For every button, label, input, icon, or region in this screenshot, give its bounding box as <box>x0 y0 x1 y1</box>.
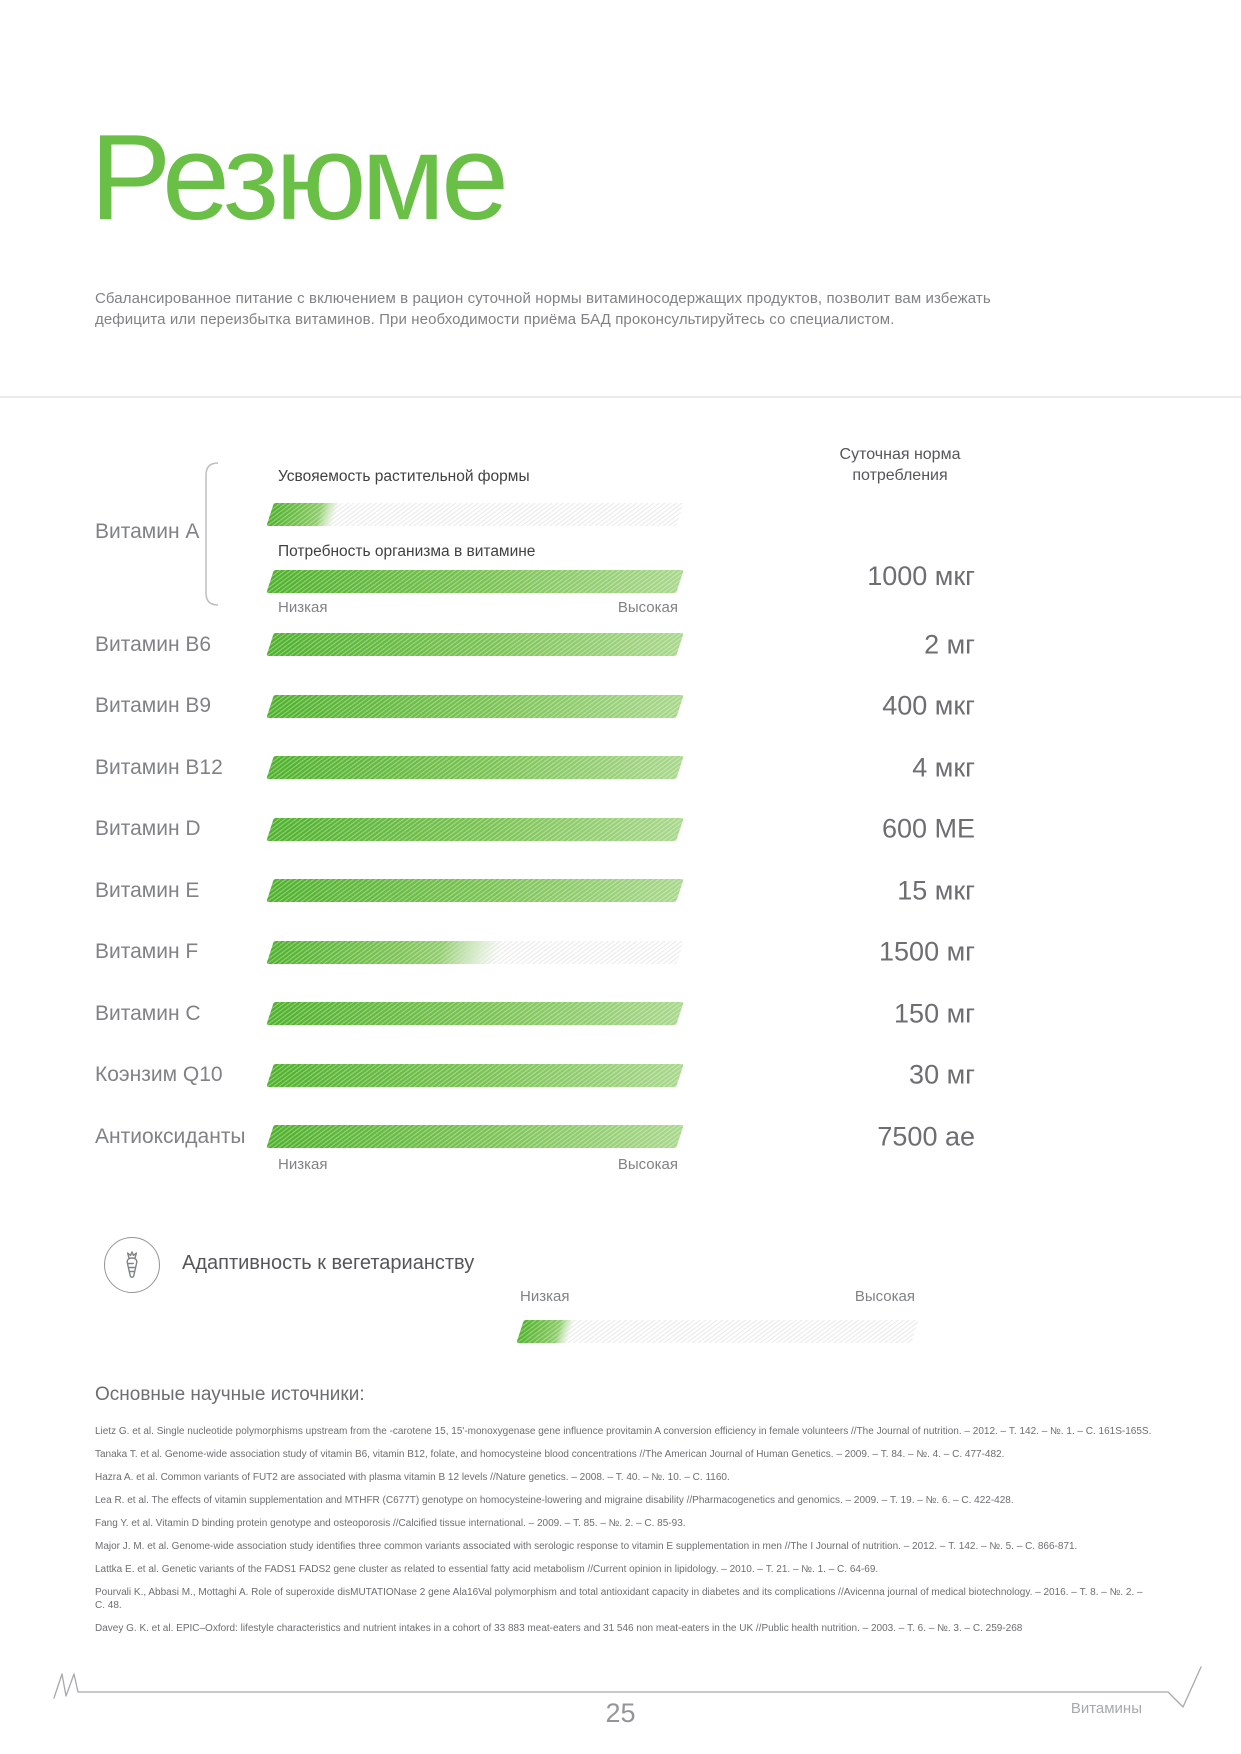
bar-fill <box>266 1125 684 1148</box>
table-row-vitamin-c: Витамин C 150 мг <box>0 998 1241 1028</box>
bar-vitamin-a-absorption <box>266 503 684 526</box>
row-label: Витамин B9 <box>95 694 212 717</box>
daily-norm-vitamin-a: 1000 мкг <box>867 561 975 591</box>
daily-norm-value: 4 мкг <box>912 752 975 782</box>
row-label: Витамин D <box>95 817 201 840</box>
daily-norm-value: 1500 мг <box>879 936 975 967</box>
reference-item: Lea R. et al. The effects of vitamin sup… <box>95 1495 1014 1506</box>
bar-vitamin-d <box>266 817 684 841</box>
scale-labels-vegetarian: Низкая Высокая <box>520 1288 915 1305</box>
bar-fill <box>266 940 504 964</box>
daily-norm-value: 400 мкг <box>882 690 975 721</box>
daily-norm-value: 7500 ае <box>877 1121 975 1151</box>
references-list: Lietz G. et al. Single nucleotide polymo… <box>95 1425 1153 1645</box>
row-label: Витамин C <box>95 1001 201 1025</box>
scale-high-label: Высокая <box>617 1156 678 1173</box>
footer-section-label: Витамины <box>1070 1700 1142 1717</box>
bar-fill <box>266 633 684 656</box>
table-row-vitamin-b6: Витамин B6 2 мг <box>0 629 1241 659</box>
scale-low-label: Низкая <box>278 1156 328 1173</box>
bar-vitamin-f <box>266 940 684 964</box>
bar-vitamin-c <box>266 1002 684 1025</box>
sources-heading: Основные научные источники: <box>95 1384 365 1405</box>
reference-item: Major J. M. et al. Genome-wide associati… <box>95 1541 1078 1552</box>
row-label-vitamin-a: Витамин А <box>95 520 200 543</box>
bar-vegetarian-adaptivity <box>516 1320 919 1343</box>
daily-norm-value: 150 мг <box>894 998 975 1028</box>
table-row-vitamin-e: Витамин E 15 мкг <box>0 875 1241 905</box>
bar-fill <box>266 694 684 718</box>
page-title: Резюме <box>90 109 509 245</box>
reference-item: Tanaka T. et al. Genome-wide association… <box>95 1449 1005 1460</box>
bar-coenzyme-q10 <box>266 1063 684 1087</box>
reference-item: Hazra A. et al. Common variants of FUT2 … <box>95 1472 730 1483</box>
reference-item: Lietz G. et al. Single nucleotide polymo… <box>95 1426 1152 1437</box>
table-row-vitamin-b9: Витамин B9 400 мкг <box>0 691 1241 721</box>
scale-low-label: Низкая <box>520 1288 570 1305</box>
row-label: Витамин B12 <box>95 755 223 779</box>
table-row-vitamin-d: Витамин D 600 МЕ <box>0 814 1241 844</box>
daily-norm-value: 600 МЕ <box>881 813 975 844</box>
table-row-vitamin-f: Витамин F 1500 мг <box>0 937 1241 967</box>
page-number: 25 <box>605 1698 636 1728</box>
section-divider <box>0 396 1241 398</box>
vegetarian-adaptivity-label: Адаптивность к вегетарианству <box>182 1252 475 1274</box>
daily-norm-value: 15 мкг <box>897 875 975 905</box>
bar-vitamin-b12 <box>266 756 684 779</box>
bar-fill <box>266 756 684 779</box>
bar-vitamin-a-need <box>266 570 684 593</box>
row-label: Витамин E <box>95 878 200 902</box>
vegetarian-icon-badge <box>104 1237 160 1293</box>
table-row-coenzyme-q10: Коэнзим Q10 30 мг <box>0 1060 1241 1090</box>
bar-fill <box>266 570 684 593</box>
bar-label-plant-form-absorption: Усвояемость растительной формы <box>278 468 530 485</box>
vitamin-rows: Витамин B6 2 мг Витамин B9 400 мкг Витам… <box>0 629 1241 1187</box>
table-row-vitamin-b12: Витамин B12 4 мкг <box>0 752 1241 782</box>
daily-norm-column-header: Суточная норма потребления <box>788 444 1012 486</box>
bar-fill <box>266 1002 684 1025</box>
table-row-antioxidants: Антиоксиданты 7500 ае <box>0 1121 1241 1151</box>
row-label: Антиоксиданты <box>95 1124 246 1148</box>
reference-item: Lattka E. et al. Genetic variants of the… <box>95 1564 879 1575</box>
carrot-icon <box>126 1251 138 1278</box>
bar-fill <box>266 879 684 902</box>
row-label: Витамин B6 <box>95 632 212 656</box>
bar-fill <box>266 817 684 841</box>
scale-low-label: Низкая <box>278 599 328 616</box>
reference-item: Davey G. K. et al. EPIC–Oxford: lifestyl… <box>95 1623 1023 1634</box>
scale-high-label: Высокая <box>854 1288 915 1305</box>
row-label: Витамин F <box>95 940 199 963</box>
reference-item: Fang Y. et al. Vitamin D binding protein… <box>95 1518 686 1529</box>
intro-paragraph: Сбалансированное питание с включением в … <box>95 290 991 328</box>
vitamin-a-bracket <box>205 462 219 606</box>
daily-norm-value: 30 мг <box>909 1059 975 1090</box>
bar-vitamin-e <box>266 879 684 902</box>
reference-item: Pourvali K., Abbasi M., Mottaghi A. Role… <box>95 1587 1143 1611</box>
scale-labels-bottom: Низкая Высокая <box>278 1156 678 1173</box>
bar-antioxidants <box>266 1125 684 1148</box>
bar-fill <box>266 503 340 526</box>
row-label: Коэнзим Q10 <box>95 1063 223 1086</box>
bar-fill <box>266 1063 684 1087</box>
daily-norm-header-line2: потребления <box>852 467 948 484</box>
bar-fill <box>516 1320 576 1343</box>
bar-vitamin-b9 <box>266 694 684 718</box>
scale-high-label: Высокая <box>617 599 678 616</box>
footer-rule-decoration <box>53 1666 1202 1708</box>
bar-vitamin-b6 <box>266 633 684 656</box>
scale-labels-vitamin-a: Низкая Высокая <box>278 599 678 616</box>
daily-norm-value: 2 мг <box>924 629 975 659</box>
daily-norm-header-line1: Суточная норма <box>839 446 961 463</box>
bar-label-body-need: Потребность организма в витамине <box>278 543 536 560</box>
